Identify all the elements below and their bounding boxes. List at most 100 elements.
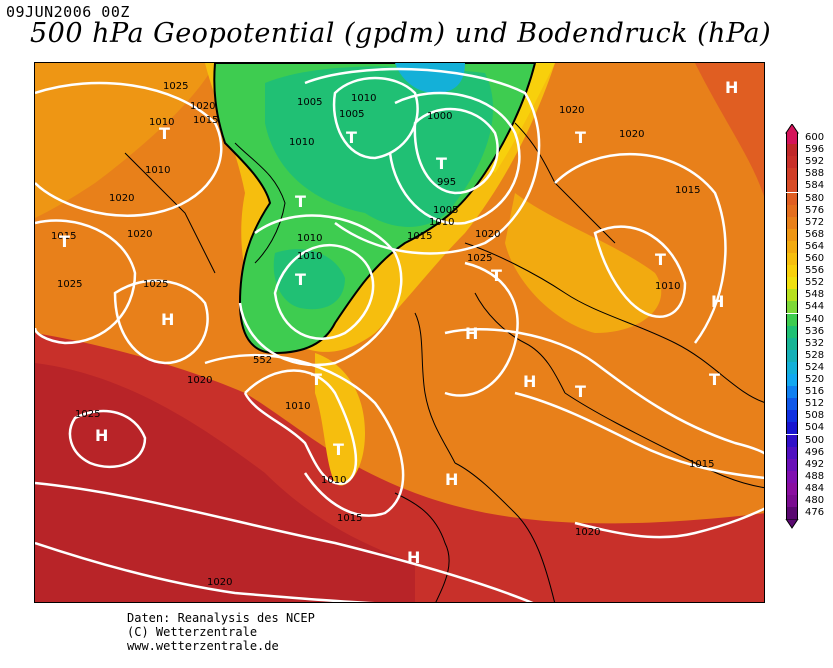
high-center: H — [523, 372, 536, 391]
legend-bottom-arrow — [785, 519, 799, 529]
isobar-label: 1010 — [297, 233, 322, 244]
isobar-label: 1010 — [655, 281, 680, 292]
legend-value: 536 — [805, 325, 825, 337]
legend-value: 500 — [805, 434, 825, 446]
legend-swatch — [786, 386, 798, 399]
isobar-label: 1020 — [559, 105, 584, 116]
isobar-label: 1010 — [429, 217, 454, 228]
isobar-label: 1025 — [75, 409, 100, 420]
legend-value: 488 — [805, 470, 825, 482]
isobar-label: 1010 — [297, 251, 322, 262]
isobar-label: 1015 — [51, 231, 76, 242]
legend-value: 556 — [805, 265, 825, 277]
legend-swatch — [786, 289, 798, 302]
legend-swatch — [786, 495, 798, 508]
legend-swatch — [786, 337, 798, 350]
low-center: T — [575, 128, 586, 147]
isobar-label: 1010 — [321, 475, 346, 486]
credits-data-source: Daten: Reanalysis des NCEP — [127, 611, 315, 625]
high-center: H — [465, 324, 478, 343]
analysis-date: 09JUN2006 00Z — [6, 3, 130, 21]
high-center: H — [725, 78, 738, 97]
legend-value: 492 — [805, 458, 825, 470]
legend-swatch — [786, 253, 798, 266]
isobar-label: 1015 — [689, 459, 714, 470]
low-center: T — [491, 266, 502, 285]
legend-swatch — [786, 470, 798, 483]
legend-value: 484 — [805, 482, 825, 494]
low-center: T — [59, 232, 70, 251]
isobar-label: 1010 — [351, 93, 376, 104]
legend-swatch — [786, 313, 798, 326]
isobar-label: 1000 — [427, 111, 452, 122]
isobar-label: 1025 — [143, 279, 168, 290]
field-564-europe — [505, 193, 662, 333]
legend-value: 600 — [805, 132, 825, 143]
legend-swatch — [786, 265, 798, 278]
isobar-label: 1005 — [297, 97, 322, 108]
legend-swatch — [786, 192, 798, 205]
low-center: T — [436, 154, 447, 173]
isobar-label: 1005 — [433, 205, 458, 216]
high-center: H — [711, 292, 724, 311]
legend-value: 596 — [805, 144, 825, 156]
legend-swatch — [786, 204, 798, 217]
legend-value: 588 — [805, 168, 825, 180]
low-center: T — [311, 370, 322, 389]
legend-swatch — [786, 398, 798, 411]
isobar-label: 1020 — [127, 229, 152, 240]
isobar-label: 1010 — [149, 117, 174, 128]
isobar-label: 1020 — [109, 193, 134, 204]
legend-value: 540 — [805, 313, 825, 325]
legend-value: 520 — [805, 374, 825, 385]
legend-swatch — [786, 361, 798, 374]
high-center: H — [95, 426, 108, 445]
isobar-label: 1020 — [619, 129, 644, 140]
legend-swatch — [786, 349, 798, 362]
legend-swatch — [786, 216, 798, 229]
legend-swatch — [786, 482, 798, 495]
legend-value: 496 — [805, 446, 825, 458]
isobar-label: 1015 — [193, 115, 218, 126]
isobar-label: 1015 — [407, 231, 432, 242]
isobar-label: 1010 — [289, 137, 314, 148]
legend-value: 572 — [805, 216, 825, 228]
legend-swatch — [786, 446, 798, 459]
high-center: H — [445, 470, 458, 489]
high-center: H — [161, 310, 174, 329]
high-center: H — [407, 548, 420, 567]
field-580-ne — [695, 63, 764, 197]
legend-value: 592 — [805, 156, 825, 168]
low-center: T — [709, 370, 720, 389]
isobar-label: 1010 — [145, 165, 170, 176]
legend-value: 548 — [805, 289, 825, 301]
legend-swatch — [786, 301, 798, 314]
legend-value: 524 — [805, 361, 825, 373]
isobar-label: 1020 — [187, 375, 212, 386]
legend-value: 532 — [805, 337, 825, 349]
isobar-label: 995 — [437, 177, 456, 188]
credits-url: www.wetterzentrale.de — [127, 639, 279, 653]
isobar-label: 1025 — [467, 253, 492, 264]
legend-swatch — [786, 240, 798, 253]
legend-swatch — [786, 422, 798, 435]
low-center: T — [333, 440, 344, 459]
color-legend: 600 596 592 588 584 580 576 572 568 564 560 556 552 5… — [785, 124, 826, 532]
isobar-label: 1025 — [57, 279, 82, 290]
legend-value: 564 — [805, 240, 825, 252]
isobar-label: 1010 — [285, 401, 310, 412]
low-center: T — [159, 124, 170, 143]
isobar-label: 1015 — [337, 513, 362, 524]
legend-swatch — [786, 144, 798, 157]
legend-swatch — [786, 458, 798, 471]
isobar-label: 1015 — [675, 185, 700, 196]
field-592 — [35, 363, 415, 602]
legend-swatch — [786, 228, 798, 241]
legend-swatch — [786, 132, 798, 145]
legend-swatch — [786, 410, 798, 423]
legend-value: 580 — [805, 192, 825, 204]
pressure-centers: T T T T T T T T T T T T T H H H H H H H … — [59, 78, 738, 567]
isobar-label: 1020 — [475, 229, 500, 240]
legend-value: 560 — [805, 253, 825, 264]
legend-value: 544 — [805, 301, 825, 313]
